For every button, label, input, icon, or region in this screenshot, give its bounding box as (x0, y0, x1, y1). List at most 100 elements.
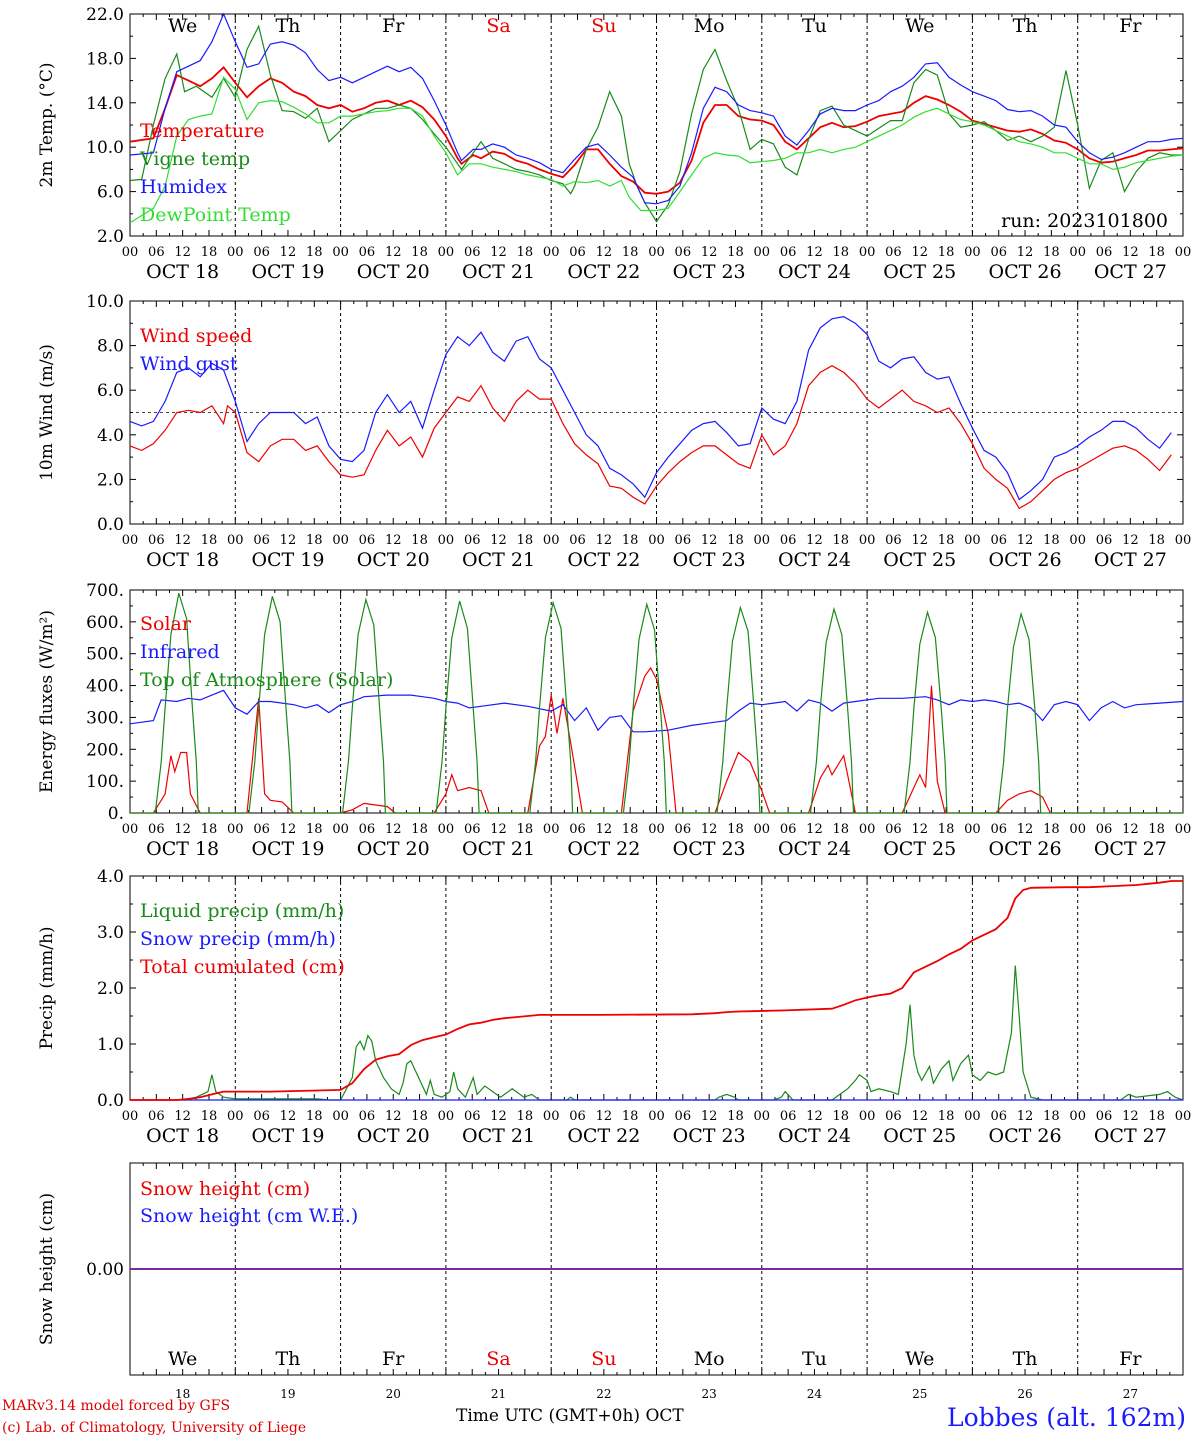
hour-tick-label: 00 (859, 245, 876, 260)
hour-tick-label: 00 (543, 1109, 560, 1124)
hour-tick-label: 06 (1096, 1109, 1113, 1124)
hour-tick-label: 12 (806, 245, 823, 260)
hour-tick-label: 18 (1148, 245, 1165, 260)
hour-tick-label: 12 (701, 822, 718, 837)
hour-tick-label: 18 (201, 1109, 218, 1124)
hour-tick-label: 12 (1122, 822, 1139, 837)
hour-tick-label: 00 (332, 822, 349, 837)
hour-tick-label: 06 (990, 1109, 1007, 1124)
date-label: OCT 21 (462, 1125, 535, 1147)
date-label: OCT 20 (357, 261, 430, 283)
hour-tick-label: 18 (411, 822, 428, 837)
hour-tick-label: 18 (201, 533, 218, 548)
weekday-label: Fr (1119, 1348, 1142, 1370)
hour-tick-label: 06 (464, 245, 481, 260)
hour-tick-label: 06 (675, 245, 692, 260)
hour-tick-label: 06 (780, 245, 797, 260)
hour-tick-label: 06 (675, 822, 692, 837)
y-tick-label: 700. (86, 581, 124, 601)
hour-tick-label: 00 (964, 822, 981, 837)
hour-tick-label: 12 (911, 533, 928, 548)
series-line-liquid-precip-mm-h- (130, 965, 1184, 1101)
hour-tick-label: 00 (754, 533, 771, 548)
day-number-label: 21 (491, 1387, 506, 1401)
weekday-label: Fr (382, 15, 405, 37)
hour-tick-label: 06 (885, 1109, 902, 1124)
y-tick-label: 0.0 (97, 1091, 124, 1111)
day-number-label: 26 (1017, 1387, 1032, 1401)
hour-tick-label: 06 (148, 822, 165, 837)
y-axis-title: Precip (mm/h) (37, 926, 57, 1049)
hour-tick-label: 18 (938, 822, 955, 837)
day-number-label: 20 (386, 1387, 401, 1401)
date-label: OCT 27 (1094, 261, 1167, 283)
hour-tick-label: 12 (490, 533, 507, 548)
date-label: OCT 24 (778, 549, 851, 571)
hour-tick-label: 12 (385, 822, 402, 837)
hour-tick-label: 00 (1069, 1109, 1086, 1124)
hour-tick-label: 18 (306, 245, 323, 260)
legend-entry: Snow height (cm) (140, 1178, 310, 1200)
weekday-label: Sa (486, 15, 510, 37)
weekday-label: Fr (382, 1348, 405, 1370)
hour-tick-label: 12 (1017, 245, 1034, 260)
weekday-label: Mo (694, 15, 725, 37)
weekday-label: Sa (486, 1348, 510, 1370)
hour-tick-label: 00 (332, 533, 349, 548)
day-number-label: 24 (807, 1387, 823, 1401)
hour-tick-label: 06 (359, 822, 376, 837)
hour-tick-label: 12 (490, 245, 507, 260)
hour-tick-label: 18 (306, 822, 323, 837)
chart-panel-2: 0.0 2.0 4.0 6.0 8.0 10.0 10m Wind (m/s) 00 06 12 1… (37, 292, 1191, 571)
hour-tick-label: 12 (490, 1109, 507, 1124)
hour-tick-label: 18 (411, 533, 428, 548)
hour-tick-label: 00 (859, 822, 876, 837)
hour-tick-label: 00 (227, 822, 244, 837)
y-tick-label: 18.0 (86, 49, 124, 69)
hour-tick-label: 00 (543, 822, 560, 837)
hour-tick-label: 12 (280, 245, 297, 260)
chart-panel-5: 0.00 Snow height (cm) Snow height (cm) Snow… (37, 1162, 1184, 1401)
hour-tick-label: 00 (859, 1109, 876, 1124)
hour-tick-label: 06 (148, 533, 165, 548)
hour-tick-label: 00 (964, 533, 981, 548)
date-label: OCT 24 (778, 261, 851, 283)
station-name: Lobbes (alt. 162m) (946, 1403, 1186, 1432)
hour-tick-label: 18 (411, 1109, 428, 1124)
hour-tick-label: 06 (253, 1109, 270, 1124)
series-line-total-cumulated-cm- (130, 880, 1183, 1101)
date-label: OCT 23 (673, 838, 746, 860)
hour-tick-label: 18 (1148, 822, 1165, 837)
date-label: OCT 20 (357, 1125, 430, 1147)
y-tick-label: 10.0 (86, 138, 124, 158)
hour-tick-label: 18 (833, 245, 850, 260)
y-axis-title: Energy fluxes (W/m²) (37, 610, 57, 793)
legend-entry: DewPoint Temp (140, 204, 291, 226)
hour-tick-label: 00 (648, 245, 665, 260)
hour-tick-label: 12 (701, 245, 718, 260)
hour-tick-label: 12 (911, 822, 928, 837)
y-tick-label: 2.0 (97, 470, 124, 490)
hour-tick-label: 06 (990, 822, 1007, 837)
weekday-label: Th (1013, 15, 1038, 37)
legend-entry: Liquid precip (mm/h) (140, 900, 344, 922)
hour-tick-label: 12 (174, 245, 191, 260)
hour-tick-label: 00 (1069, 822, 1086, 837)
weekday-label: Tu (802, 15, 827, 37)
hour-tick-label: 12 (1122, 533, 1139, 548)
y-tick-label: 400. (86, 677, 124, 697)
weekday-label: Tu (802, 1348, 827, 1370)
hour-tick-label: 12 (596, 822, 613, 837)
y-axis-title: Snow height (cm) (37, 1193, 57, 1345)
hour-tick-label: 00 (754, 822, 771, 837)
y-tick-label: 2.0 (97, 227, 124, 247)
series-line-wind-gust (129, 315, 1172, 501)
hour-tick-label: 18 (1043, 533, 1060, 548)
day-number-label: 19 (280, 1387, 295, 1401)
hour-tick-label: 00 (1175, 1109, 1192, 1124)
hour-tick-label: 06 (253, 533, 270, 548)
y-tick-label: 10.0 (86, 292, 124, 312)
hour-tick-label: 06 (885, 245, 902, 260)
date-label: OCT 18 (146, 549, 219, 571)
hour-tick-label: 12 (806, 1109, 823, 1124)
